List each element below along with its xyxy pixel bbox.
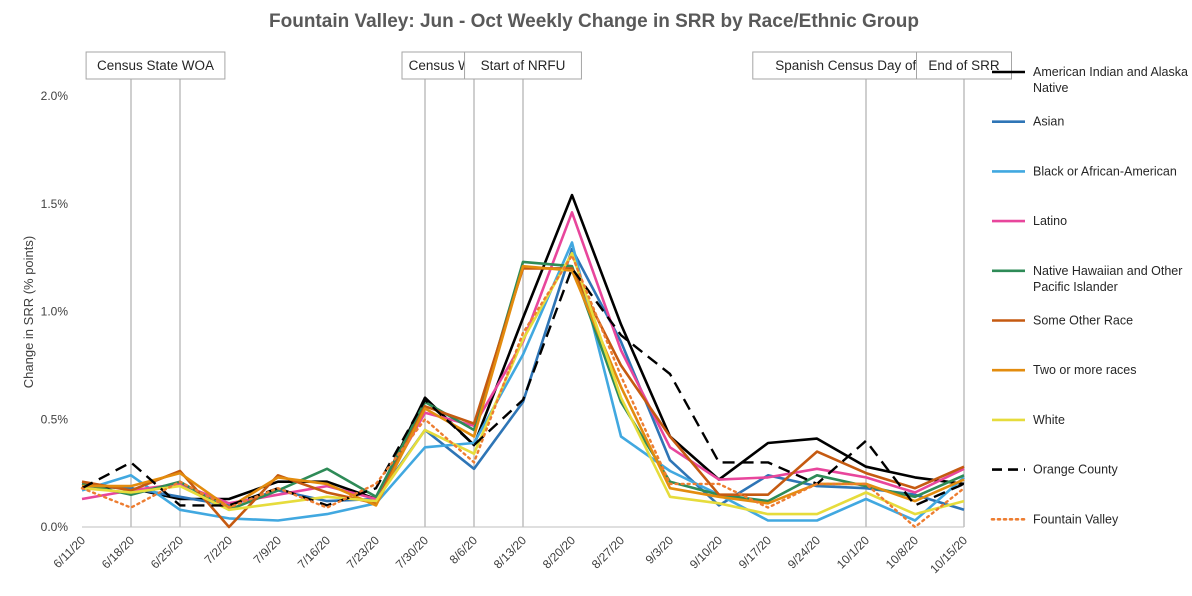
chart-title: Fountain Valley: Jun - Oct Weekly Change… <box>269 11 919 32</box>
series-line-white <box>81 252 965 516</box>
x-tick-label: 7/9/20 <box>251 533 285 567</box>
y-tick-label: 0.5% <box>41 412 69 426</box>
legend-entry-latino: Latino <box>1033 214 1067 228</box>
x-tick-label: 6/25/20 <box>148 533 186 571</box>
x-tick-label: 7/30/20 <box>393 533 431 571</box>
y-axis-label: Change in SRR (% points) <box>21 236 36 388</box>
event-label-box-census-state-woa <box>85 51 226 80</box>
legend-entry-some-other-race: Some Other Race <box>1033 314 1133 328</box>
y-tick-label: 0.0% <box>41 520 69 534</box>
series-line-american-indian-and-alaska-native <box>81 193 965 501</box>
legend-entry-two-or-more-races: Two or more races <box>1033 363 1137 377</box>
x-tick-label: 7/16/20 <box>295 533 333 571</box>
series-lines <box>80 193 966 529</box>
series-line-black-or-african-american <box>81 241 965 522</box>
x-tick-label: 8/13/20 <box>491 533 529 571</box>
event-label-start-of-nrfu: Start of NRFU <box>481 58 566 73</box>
x-tick-label: 9/24/20 <box>785 533 823 571</box>
series-line-asian <box>81 247 965 512</box>
event-label-box-start-of-nrfu <box>464 51 582 80</box>
x-axis-ticks: 6/11/20 6/18/20 6/25/20 7/2/20 7/9/20 7/16/20… <box>51 533 971 576</box>
x-tick-label: 9/3/20 <box>643 533 677 567</box>
legend: American Indian and Alaska Native Asian Bla… <box>990 65 1188 526</box>
x-tick-label: 6/18/20 <box>99 533 137 571</box>
legend-entry-asian: Asian <box>1033 115 1064 129</box>
event-label-census-state-woa: Census State WOA <box>97 58 214 73</box>
x-tick-label: 8/20/20 <box>540 533 578 571</box>
x-tick-label: 10/15/20 <box>927 533 970 576</box>
event-label-box-end-of-srr <box>916 51 1012 80</box>
x-tick-label: 8/27/20 <box>589 533 627 571</box>
legend-entry-native-hawaiian-and-other-pacific-islander: Native Hawaiian and Other Pacific Islande… <box>1033 264 1182 294</box>
y-tick-label: 2.0% <box>41 89 69 103</box>
x-tick-label: 8/6/20 <box>447 533 481 567</box>
series-line-fountain-valley <box>80 254 966 529</box>
y-tick-label: 1.5% <box>41 197 69 211</box>
x-tick-label: 9/10/20 <box>687 533 725 571</box>
x-tick-label: 9/17/20 <box>736 533 774 571</box>
x-tick-label: 10/1/20 <box>834 533 872 571</box>
x-tick-label: 7/23/20 <box>344 533 382 571</box>
event-label-spanish-census-day-of-action: Spanish Census Day of Action <box>775 58 957 73</box>
legend-entry-black-or-african-american: Black or African-American <box>1033 164 1177 178</box>
event-label-end-of-srr: End of SRR <box>928 58 1000 73</box>
legend-entry-fountain-valley: Fountain Valley <box>1033 512 1119 526</box>
y-tick-label: 1.0% <box>41 305 69 319</box>
x-tick-label: 7/2/20 <box>202 533 236 567</box>
legend-entry-orange-county: Orange County <box>1033 463 1119 477</box>
x-tick-label: 6/11/20 <box>51 533 89 571</box>
event-lines <box>130 79 965 527</box>
y-axis-ticks: 0.0% 0.5% 1.0% 1.5% 2.0% <box>41 89 69 534</box>
legend-entry-white: White <box>1033 413 1065 427</box>
x-tick-label: 10/8/20 <box>883 533 921 571</box>
legend-entry-american-indian-and-alaska-native: American Indian and Alaska Native <box>1033 65 1188 95</box>
